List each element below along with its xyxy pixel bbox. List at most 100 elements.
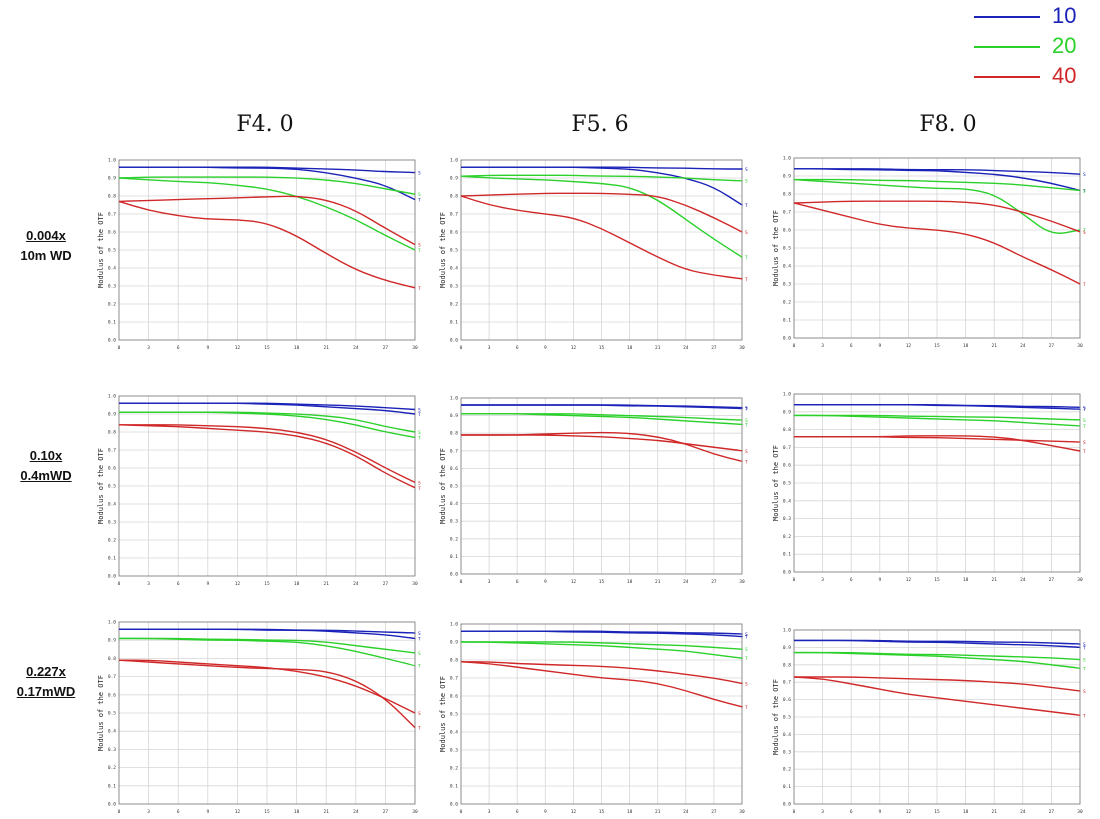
series-line-20-T xyxy=(461,641,743,659)
x-tick-label: 3 xyxy=(488,579,491,585)
x-tick-label: 12 xyxy=(571,345,577,351)
series-line-40-T xyxy=(461,431,743,463)
series-end-label: T xyxy=(418,664,421,670)
y-tick-label: 0.1 xyxy=(783,318,791,324)
y-tick-label: 0.9 xyxy=(108,412,116,418)
row-label-0227x: 0.227x 0.17mWD xyxy=(6,662,86,702)
y-tick-label: 0.2 xyxy=(783,300,791,306)
y-tick-label: 0.8 xyxy=(450,194,458,200)
y-tick-label: 0.7 xyxy=(450,448,458,454)
series-end-label: T xyxy=(418,198,421,204)
y-axis-label: Modulus of the OTF xyxy=(97,448,105,524)
series-end-label: T xyxy=(1083,713,1086,719)
column-title-f56: F5. 6 xyxy=(571,112,629,137)
y-tick-label: 0.1 xyxy=(108,783,116,789)
series-line-20-T xyxy=(118,177,416,251)
series-line-10-T xyxy=(119,628,416,640)
y-tick-label: 0.1 xyxy=(783,552,791,558)
y-tick-label: 1.0 xyxy=(450,622,458,628)
y-axis-label: Modulus of the OTF xyxy=(439,676,447,752)
x-tick-label: 24 xyxy=(683,345,689,351)
x-tick-label: 18 xyxy=(627,809,633,815)
y-tick-label: 0.1 xyxy=(450,554,458,560)
x-tick-label: 24 xyxy=(1020,809,1026,815)
series-end-label: T xyxy=(1083,645,1086,651)
legend-item-40: 40 xyxy=(972,64,1092,94)
x-tick-label: 6 xyxy=(516,345,519,351)
y-tick-label: 0.9 xyxy=(783,174,791,180)
y-tick-label: 0.8 xyxy=(783,662,791,668)
x-tick-label: 12 xyxy=(906,577,912,583)
y-tick-label: 0.0 xyxy=(108,574,116,580)
x-tick-label: 3 xyxy=(488,345,491,351)
y-tick-label: 0.1 xyxy=(450,320,458,326)
y-tick-label: 0.3 xyxy=(108,284,116,290)
y-axis-label: Modulus of the OTF xyxy=(772,445,780,521)
y-tick-label: 0.6 xyxy=(108,230,116,236)
x-tick-label: 30 xyxy=(1077,809,1083,815)
series-line-10-T xyxy=(461,404,743,410)
y-tick-label: 0.3 xyxy=(108,747,116,753)
series-line-10-T xyxy=(793,639,1081,649)
mtf-chart: 0 3 6 9 12 15 18 21 24 27 30 0.0 0.1 0.2 0.3 0.4 0.5 0.6 0… xyxy=(439,622,748,816)
x-tick-label: 12 xyxy=(906,809,912,815)
y-axis-label: Modulus of the OTF xyxy=(439,212,447,288)
y-tick-label: 0.0 xyxy=(450,802,458,808)
series-end-label: T xyxy=(1083,282,1086,288)
series-end-label: T xyxy=(1083,666,1086,672)
series-line-40-S xyxy=(460,661,743,685)
series-line-10-T xyxy=(794,168,1081,192)
y-tick-label: 0.2 xyxy=(783,534,791,540)
y-tick-label: 0.5 xyxy=(783,246,791,252)
series-line-40-S xyxy=(118,424,416,484)
series-line-40-T xyxy=(793,202,1081,285)
series-end-label: T xyxy=(745,635,748,641)
y-tick-label: 0.4 xyxy=(108,729,116,735)
x-tick-label: 9 xyxy=(544,345,547,351)
x-tick-label: 0 xyxy=(460,579,463,585)
y-tick-label: 0.8 xyxy=(450,431,458,437)
y-tick-label: 0.3 xyxy=(108,520,116,526)
x-tick-label: 24 xyxy=(683,809,689,815)
y-tick-label: 0.5 xyxy=(108,484,116,490)
plot-frame xyxy=(793,157,1081,339)
row-label-working-distance: 0.4mWD xyxy=(20,468,72,483)
series-end-label: S xyxy=(418,243,421,249)
y-tick-label: 0.3 xyxy=(783,749,791,755)
series-end-label: S xyxy=(745,418,748,424)
y-tick-label: 0.4 xyxy=(783,264,791,270)
series-line-40-T xyxy=(118,659,416,729)
series-end-label: T xyxy=(418,726,421,732)
y-tick-label: 1.0 xyxy=(783,156,791,162)
legend-swatch-10 xyxy=(974,16,1040,18)
series-end-label: T xyxy=(1083,407,1086,413)
series-line-40-S xyxy=(118,195,416,246)
y-tick-label: 0.8 xyxy=(108,194,116,200)
series-line-10-T xyxy=(461,630,743,638)
y-tick-label: 0.3 xyxy=(450,519,458,525)
series-end-label: T xyxy=(745,656,748,662)
series-end-label: T xyxy=(745,277,748,283)
y-tick-label: 0.5 xyxy=(108,248,116,254)
y-tick-label: 1.0 xyxy=(108,620,116,626)
series-end-label: S xyxy=(745,449,748,455)
y-tick-label: 0.2 xyxy=(108,765,116,771)
x-tick-label: 30 xyxy=(1077,577,1083,583)
x-tick-label: 6 xyxy=(177,345,180,351)
x-tick-label: 15 xyxy=(934,577,940,583)
series-end-label: S xyxy=(745,647,748,653)
y-tick-label: 0.4 xyxy=(450,730,458,736)
series-end-label: S xyxy=(745,230,748,236)
x-tick-label: 9 xyxy=(878,343,881,349)
y-tick-label: 0.2 xyxy=(783,767,791,773)
x-tick-label: 27 xyxy=(1049,577,1055,583)
x-tick-label: 9 xyxy=(206,809,209,815)
x-tick-label: 0 xyxy=(793,809,796,815)
x-tick-label: 24 xyxy=(1020,577,1026,583)
series-end-label: S xyxy=(418,171,421,177)
x-tick-label: 27 xyxy=(1049,809,1055,815)
series-end-label: T xyxy=(1083,228,1086,234)
y-tick-label: 0.4 xyxy=(783,732,791,738)
x-tick-label: 27 xyxy=(383,581,389,587)
y-tick-label: 0.1 xyxy=(108,556,116,562)
